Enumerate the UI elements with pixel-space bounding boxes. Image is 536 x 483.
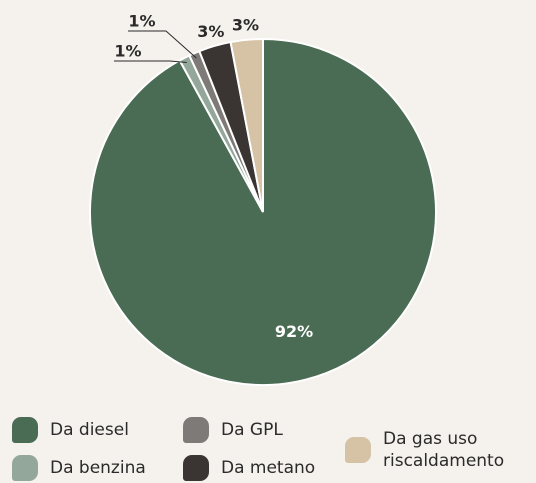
chart: 92% 1% 1% 3% 3% [89,12,437,386]
legend-label: Da diesel [50,420,129,440]
legend-item: Da gas uso riscaldamento [345,428,533,472]
slice-label: 3% [232,15,259,34]
legend-label: Da metano [221,458,316,478]
slice-label: 1% [128,12,155,31]
legend-item: Da GPL [183,417,283,443]
legend-swatch [183,455,209,481]
leader-line [114,60,187,63]
legend-label: Da GPL [221,420,283,440]
slice-label: 1% [114,42,141,61]
pie-slice [229,37,264,213]
legend-item: Da diesel [12,417,129,443]
leader-line [128,30,197,59]
legend-label: Da gas uso riscaldamento [383,429,505,471]
legend-label: Da benzina [50,458,146,478]
legend-swatch [12,455,38,481]
legend-item: Da metano [183,455,315,481]
legend-swatch [12,417,38,443]
legend-swatch [345,437,371,463]
slice-label: 92% [275,322,313,341]
legend-swatch [183,417,209,443]
slice-label: 3% [197,22,224,41]
legend-item: Da benzina [12,455,146,481]
